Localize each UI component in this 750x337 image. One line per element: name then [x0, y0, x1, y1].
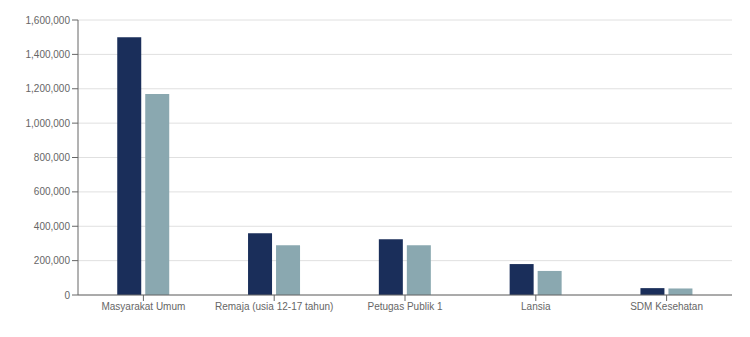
svg-text:400,000: 400,000	[34, 221, 71, 232]
svg-text:Petugas Publik 1: Petugas Publik 1	[367, 301, 442, 312]
svg-text:1,200,000: 1,200,000	[26, 83, 71, 94]
svg-text:Remaja (usia 12-17 tahun): Remaja (usia 12-17 tahun)	[215, 301, 333, 312]
svg-text:SDM Kesehatan: SDM Kesehatan	[630, 301, 703, 312]
svg-text:200,000: 200,000	[34, 255, 71, 266]
svg-text:800,000: 800,000	[34, 152, 71, 163]
svg-text:600,000: 600,000	[34, 186, 71, 197]
svg-text:Masyarakat Umum: Masyarakat Umum	[101, 301, 185, 312]
svg-text:0: 0	[64, 290, 70, 301]
svg-text:1,600,000: 1,600,000	[26, 15, 71, 26]
svg-text:Lansia: Lansia	[521, 301, 551, 312]
svg-text:1,400,000: 1,400,000	[26, 49, 71, 60]
svg-text:1,000,000: 1,000,000	[26, 118, 71, 129]
